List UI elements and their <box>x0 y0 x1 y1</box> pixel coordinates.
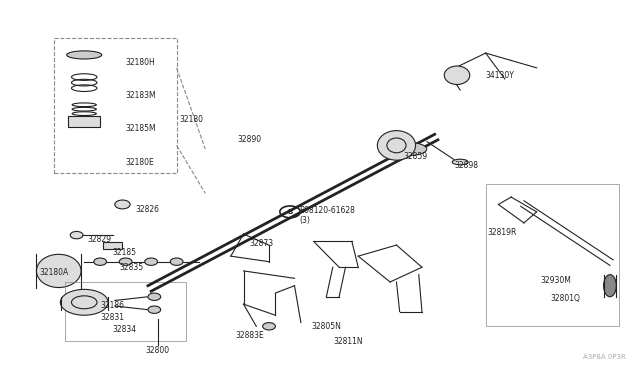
Text: 32819R: 32819R <box>487 228 516 237</box>
Text: 32800: 32800 <box>145 346 170 355</box>
Ellipse shape <box>444 66 470 84</box>
Text: 32180: 32180 <box>180 115 204 124</box>
Text: 32185: 32185 <box>113 248 137 257</box>
Text: 32834: 32834 <box>113 325 137 334</box>
Text: 32835: 32835 <box>119 263 143 272</box>
Ellipse shape <box>452 159 468 165</box>
Text: 32873: 32873 <box>250 239 274 248</box>
Text: 32898: 32898 <box>454 161 479 170</box>
Circle shape <box>170 258 183 265</box>
Text: 32801Q: 32801Q <box>550 294 580 303</box>
Text: B08120-61628
(3): B08120-61628 (3) <box>300 206 355 225</box>
Text: 32883E: 32883E <box>236 331 264 340</box>
Text: 34130Y: 34130Y <box>486 71 515 80</box>
Ellipse shape <box>67 51 102 59</box>
Text: 32180A: 32180A <box>40 268 69 277</box>
Circle shape <box>148 306 161 313</box>
Bar <box>65 282 186 341</box>
Ellipse shape <box>604 275 616 297</box>
Text: 32183M: 32183M <box>125 91 156 100</box>
Bar <box>486 184 620 326</box>
Circle shape <box>115 200 130 209</box>
Text: 32829: 32829 <box>88 235 111 244</box>
Text: A3P8A 0P3R: A3P8A 0P3R <box>583 353 626 359</box>
Circle shape <box>145 258 157 265</box>
Ellipse shape <box>378 131 415 160</box>
Bar <box>54 38 177 173</box>
Circle shape <box>262 323 275 330</box>
Ellipse shape <box>36 254 81 288</box>
Circle shape <box>119 258 132 265</box>
Text: 32180H: 32180H <box>125 58 156 67</box>
Text: 32831: 32831 <box>100 312 124 321</box>
Bar <box>103 242 122 249</box>
Bar <box>68 116 100 127</box>
Text: 32805N: 32805N <box>312 322 341 331</box>
Text: 32890: 32890 <box>237 135 261 144</box>
Text: 32930M: 32930M <box>540 276 572 285</box>
Circle shape <box>70 231 83 239</box>
Text: 32811N: 32811N <box>334 337 364 346</box>
Text: 32859: 32859 <box>404 152 428 161</box>
Ellipse shape <box>392 142 427 155</box>
Text: 32180E: 32180E <box>125 157 154 167</box>
Text: B: B <box>287 209 292 215</box>
Circle shape <box>148 293 161 301</box>
Ellipse shape <box>60 289 108 315</box>
Text: 32185M: 32185M <box>125 124 156 133</box>
Circle shape <box>94 258 106 265</box>
Text: 32826: 32826 <box>135 205 159 215</box>
Text: 32186: 32186 <box>100 301 124 311</box>
